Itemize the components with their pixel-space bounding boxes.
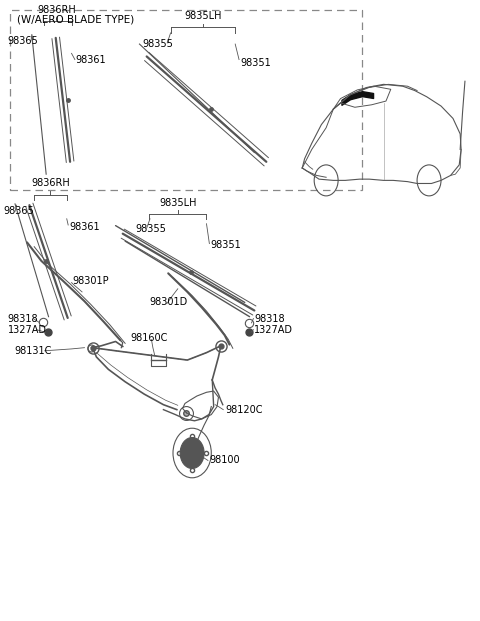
Text: 98355: 98355 [142, 39, 173, 49]
Text: 98301P: 98301P [72, 276, 109, 286]
Text: 98351: 98351 [240, 58, 271, 68]
Text: 98365: 98365 [8, 36, 38, 46]
Text: 98355: 98355 [136, 224, 167, 234]
Text: 98301D: 98301D [149, 297, 187, 307]
Text: 98361: 98361 [69, 222, 100, 232]
Text: 98361: 98361 [76, 55, 107, 65]
Text: 1327AD: 1327AD [8, 325, 47, 335]
Bar [10, 10, 362, 189]
Text: 9835LH: 9835LH [184, 11, 221, 21]
Text: (W/AERO BLADE TYPE): (W/AERO BLADE TYPE) [17, 15, 135, 25]
Text: 98351: 98351 [210, 240, 241, 250]
Text: 98318: 98318 [254, 314, 285, 324]
Text: 98318: 98318 [8, 314, 38, 324]
Text: 9836RH: 9836RH [31, 178, 70, 188]
Text: 98100: 98100 [209, 455, 240, 466]
Text: 9836RH: 9836RH [38, 5, 76, 15]
Text: 98160C: 98160C [130, 333, 168, 343]
Text: 98131C: 98131C [14, 346, 51, 356]
Text: 1327AD: 1327AD [254, 325, 293, 335]
Text: 9835LH: 9835LH [159, 197, 196, 207]
Text: 98365: 98365 [3, 206, 34, 216]
Circle shape [187, 447, 197, 459]
Text: 98120C: 98120C [226, 405, 263, 415]
Circle shape [180, 438, 204, 468]
